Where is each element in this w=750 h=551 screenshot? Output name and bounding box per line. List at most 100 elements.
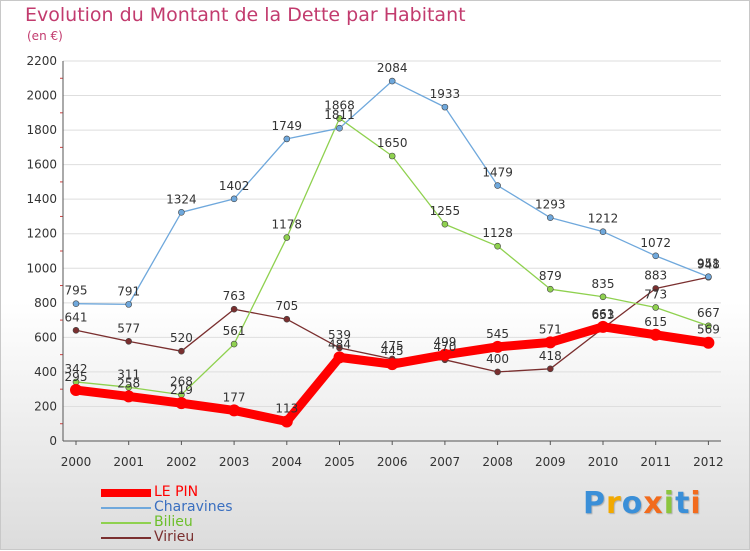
data-point xyxy=(70,384,82,397)
data-label: 951 xyxy=(697,257,720,271)
data-label: 835 xyxy=(592,277,615,291)
data-point xyxy=(228,404,241,417)
x-tick-label: 2003 xyxy=(219,455,250,469)
data-point xyxy=(652,304,660,311)
data-label: 268 xyxy=(170,375,193,389)
y-tick-label: 2000 xyxy=(26,89,57,103)
data-label: 1212 xyxy=(588,212,619,226)
data-label: 571 xyxy=(539,322,562,336)
data-label: 561 xyxy=(223,324,246,338)
data-label: 470 xyxy=(433,340,456,354)
data-label: 615 xyxy=(644,315,667,329)
x-tick-label: 2010 xyxy=(588,455,619,469)
data-label: 1811 xyxy=(324,108,355,122)
data-label: 295 xyxy=(65,370,88,384)
data-point xyxy=(178,209,185,216)
data-label: 1128 xyxy=(482,226,513,240)
data-point xyxy=(599,228,607,235)
data-label: 177 xyxy=(223,390,246,404)
x-tick-label: 2005 xyxy=(324,455,355,469)
legend-swatch xyxy=(101,489,151,497)
data-label: 879 xyxy=(539,269,562,283)
data-point xyxy=(544,336,557,349)
data-point xyxy=(175,397,188,410)
data-label: 577 xyxy=(117,321,140,335)
data-label: 948 xyxy=(697,257,720,271)
y-tick-label: 400 xyxy=(34,365,57,379)
data-label: 1072 xyxy=(640,236,671,250)
legend-label: Virieu xyxy=(154,529,195,545)
x-tick-label: 2007 xyxy=(430,455,461,469)
data-point xyxy=(388,152,396,160)
data-point xyxy=(125,383,132,391)
y-tick-label: 1200 xyxy=(26,227,57,241)
data-label: 641 xyxy=(65,310,88,324)
chart-title: Evolution du Montant de la Dette par Hab… xyxy=(25,4,466,26)
data-point xyxy=(494,182,501,189)
y-tick-label: 1800 xyxy=(26,123,57,137)
data-label: 1933 xyxy=(430,87,461,101)
data-label: 1650 xyxy=(377,136,408,150)
y-tick-label: 200 xyxy=(34,399,57,413)
data-label: 883 xyxy=(644,268,667,282)
data-point xyxy=(438,348,451,361)
data-label: 1868 xyxy=(324,98,355,112)
proxiti-logo: Proxiti xyxy=(583,486,702,521)
data-label: 1479 xyxy=(482,166,513,180)
data-point xyxy=(441,103,449,111)
x-tick-label: 2012 xyxy=(693,455,724,469)
data-label: 342 xyxy=(65,362,88,376)
data-label: 484 xyxy=(328,337,351,351)
data-label: 773 xyxy=(644,287,667,301)
data-label: 539 xyxy=(328,328,351,342)
x-tick-label: 2000 xyxy=(61,455,92,469)
data-label: 653 xyxy=(592,308,615,322)
data-point xyxy=(230,195,238,203)
data-label: 545 xyxy=(486,327,509,341)
data-label: 1255 xyxy=(430,204,461,218)
y-tick-label: 1600 xyxy=(26,158,57,172)
data-point xyxy=(705,273,712,281)
data-label: 113 xyxy=(275,401,298,415)
x-tick-label: 2001 xyxy=(113,455,144,469)
y-tick-label: 600 xyxy=(34,330,57,344)
y-tick-label: 800 xyxy=(34,296,57,310)
data-point xyxy=(546,285,554,293)
data-point xyxy=(388,77,396,85)
data-label: 499 xyxy=(433,335,456,349)
data-point xyxy=(597,320,609,333)
data-label: 795 xyxy=(65,284,88,298)
data-label: 311 xyxy=(117,367,140,381)
data-label: 520 xyxy=(170,331,193,345)
data-point xyxy=(494,368,501,376)
x-tick-label: 2002 xyxy=(166,455,197,469)
data-label: 705 xyxy=(275,299,298,313)
y-tick-label: 1400 xyxy=(26,192,57,206)
legend-label: Bilieu xyxy=(154,514,193,530)
data-point xyxy=(599,293,607,301)
data-label: 667 xyxy=(697,306,720,320)
legend-swatch xyxy=(101,537,151,539)
x-tick-label: 2004 xyxy=(272,455,303,469)
data-point xyxy=(230,340,238,348)
data-point xyxy=(336,344,343,352)
x-tick-label: 2009 xyxy=(535,455,566,469)
data-point xyxy=(283,315,291,323)
data-point xyxy=(178,347,185,355)
data-point xyxy=(230,305,238,313)
y-tick-label: 1000 xyxy=(26,261,57,275)
data-point xyxy=(652,252,660,260)
data-point xyxy=(705,322,712,330)
data-point xyxy=(122,390,135,403)
data-label: 258 xyxy=(117,376,140,390)
data-label: 475 xyxy=(381,339,404,353)
data-label: 1749 xyxy=(272,119,303,133)
data-label: 445 xyxy=(381,344,404,358)
data-point xyxy=(546,214,554,221)
x-tick-label: 2006 xyxy=(377,455,408,469)
data-point xyxy=(72,300,80,307)
data-point xyxy=(333,351,346,364)
data-label: 219 xyxy=(170,383,193,397)
